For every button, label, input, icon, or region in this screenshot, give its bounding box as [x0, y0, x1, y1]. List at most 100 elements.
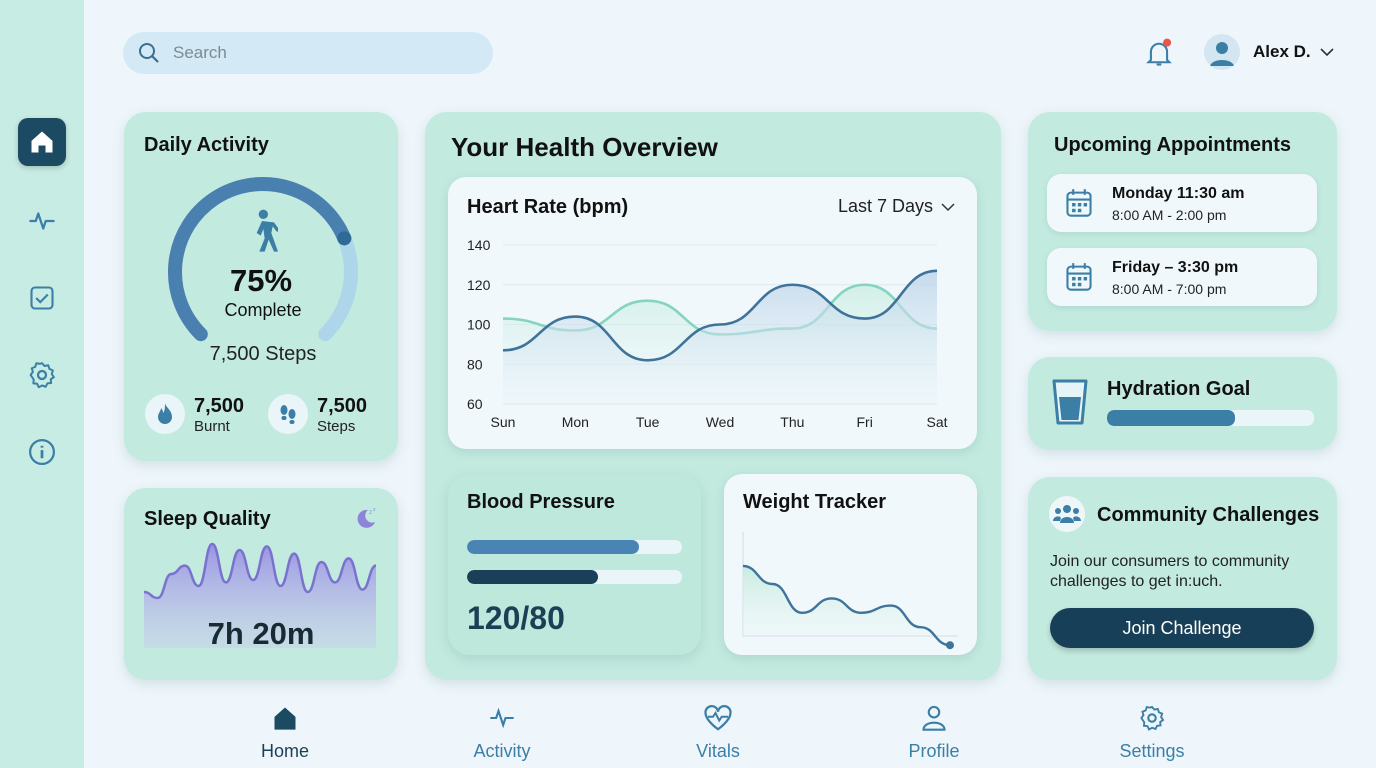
y-tick-label: 60: [467, 396, 483, 412]
card-title: Sleep Quality: [144, 508, 271, 530]
walking-icon: [256, 209, 278, 252]
card-title: Daily Activity: [144, 134, 269, 156]
x-tick-label: Sat: [926, 414, 947, 430]
hydration-title: Hydration Goal: [1107, 378, 1251, 400]
nav-label: Vitals: [696, 741, 740, 761]
appointment-item[interactable]: Friday – 3:30 pm 8:00 AM - 7:00 pm: [1047, 248, 1317, 306]
weight-trend-chart: [742, 532, 958, 650]
hydration-card: Hydration Goal: [1028, 357, 1337, 450]
x-tick-label: Thu: [780, 414, 804, 430]
heart-rate-chart: 140 120 100 80 60 Sun Mon Tue Wed Thu Fri Sat: [467, 237, 948, 430]
sleep-wave-chart: [144, 542, 376, 648]
join-challenge-button[interactable]: Join Challenge: [1050, 608, 1314, 648]
activity-gauge: [168, 177, 358, 342]
gear-icon: [1140, 705, 1165, 731]
pulse-icon: [29, 212, 55, 230]
group-icon: [1049, 496, 1085, 532]
footprints-icon: [268, 394, 308, 434]
appointment-time: 8:00 AM - 2:00 pm: [1112, 207, 1227, 223]
heart-rate-title: Heart Rate (bpm): [467, 196, 629, 218]
heart-pulse-icon: [704, 705, 732, 731]
blood-pressure-title: Blood Pressure: [467, 491, 615, 513]
calendar-icon: [1066, 189, 1092, 217]
series-line: [502, 269, 938, 362]
chevron-down-icon[interactable]: [1319, 45, 1335, 59]
systolic-bar: [467, 540, 682, 554]
appointment-time: 8:00 AM - 7:00 pm: [1112, 281, 1227, 297]
y-tick-label: 140: [467, 237, 491, 253]
community-card: Community Challenges Join our consumers …: [1028, 477, 1337, 680]
gear-icon: [29, 362, 55, 389]
nav-vitals[interactable]: Vitals: [658, 704, 778, 762]
x-tick-label: Fri: [857, 414, 873, 430]
search-icon: [139, 43, 159, 63]
heart-rate-card: Heart Rate (bpm) Last 7 Days 140 120 100 80…: [448, 177, 977, 449]
x-tick-label: Sun: [491, 414, 516, 430]
avatar[interactable]: [1204, 34, 1240, 70]
activity-percent: 75%: [229, 263, 293, 298]
nav-label: Home: [260, 741, 309, 761]
steps-label: Steps: [317, 418, 356, 435]
overview-title: Your Health Overview: [451, 132, 718, 162]
nav-label: Settings: [1119, 741, 1185, 761]
sleep-area: [144, 544, 376, 648]
burnt-value: 7,500: [194, 395, 245, 417]
diastolic-bar: [467, 570, 682, 584]
checkbox-icon: [30, 286, 54, 310]
appointment-title: Monday 11:30 am: [1112, 185, 1245, 202]
home-icon: [31, 131, 53, 153]
range-dropdown[interactable]: Last 7 Days: [838, 196, 955, 217]
x-tick-label: Mon: [562, 414, 589, 430]
search-bar[interactable]: [123, 32, 493, 74]
search-input[interactable]: [173, 43, 473, 63]
x-tick-label: Tue: [636, 414, 660, 430]
range-selected: Last 7 Days: [838, 196, 934, 216]
notification-button[interactable]: [1145, 38, 1173, 73]
activity-complete-label: Complete: [224, 300, 302, 320]
y-tick-label: 120: [467, 277, 491, 293]
nav-profile[interactable]: Profile: [874, 704, 994, 762]
blood-pressure-card: Blood Pressure 120/80: [448, 474, 701, 655]
nav-settings[interactable]: Settings: [1092, 704, 1212, 762]
home-icon: [274, 707, 296, 730]
sidebar-item-settings[interactable]: [18, 351, 66, 399]
svg-text:z: z: [369, 510, 372, 516]
flame-icon: [145, 394, 185, 434]
blood-pressure-value: 120/80: [467, 600, 565, 636]
sidebar-item-info[interactable]: [18, 428, 66, 476]
sidebar-item-tasks[interactable]: [18, 274, 66, 322]
nav-label: Profile: [908, 741, 960, 761]
appointment-item[interactable]: Monday 11:30 am 8:00 AM - 2:00 pm: [1047, 174, 1317, 232]
sleep-duration: 7h 20m: [207, 616, 315, 651]
sidebar: [0, 0, 84, 768]
calendar-icon: [1066, 263, 1092, 291]
user-name[interactable]: Alex D.: [1253, 42, 1311, 61]
pulse-icon: [490, 707, 514, 729]
nav-label: Activity: [473, 741, 531, 761]
nav-home[interactable]: Home: [225, 704, 345, 762]
weight-tracker-title: Weight Tracker: [743, 491, 887, 513]
activity-steps-label: 7,500 Steps: [209, 343, 317, 365]
x-tick-label: Wed: [706, 414, 735, 430]
appointments-title: Upcoming Appointments: [1054, 134, 1292, 156]
nav-activity[interactable]: Activity: [442, 704, 562, 762]
community-title: Community Challenges: [1097, 504, 1320, 526]
community-description: Join our consumers to community challeng…: [1050, 553, 1290, 590]
weight-latest-point: [946, 641, 954, 650]
user-icon: [922, 705, 946, 731]
bell-icon: [1146, 38, 1172, 66]
sidebar-item-home[interactable]: [18, 118, 66, 166]
y-tick-label: 80: [467, 356, 483, 372]
series-area: [503, 270, 937, 404]
burnt-label: Burnt: [194, 418, 230, 435]
user-avatar-icon: [1210, 42, 1234, 66]
steps-value: 7,500: [317, 395, 368, 417]
y-tick-label: 100: [467, 317, 491, 333]
chevron-down-icon: [941, 202, 955, 211]
sidebar-item-activity[interactable]: [18, 197, 66, 245]
appointment-title: Friday – 3:30 pm: [1112, 259, 1239, 276]
water-glass-icon: [1052, 379, 1088, 425]
hydration-progress: [1107, 410, 1314, 426]
